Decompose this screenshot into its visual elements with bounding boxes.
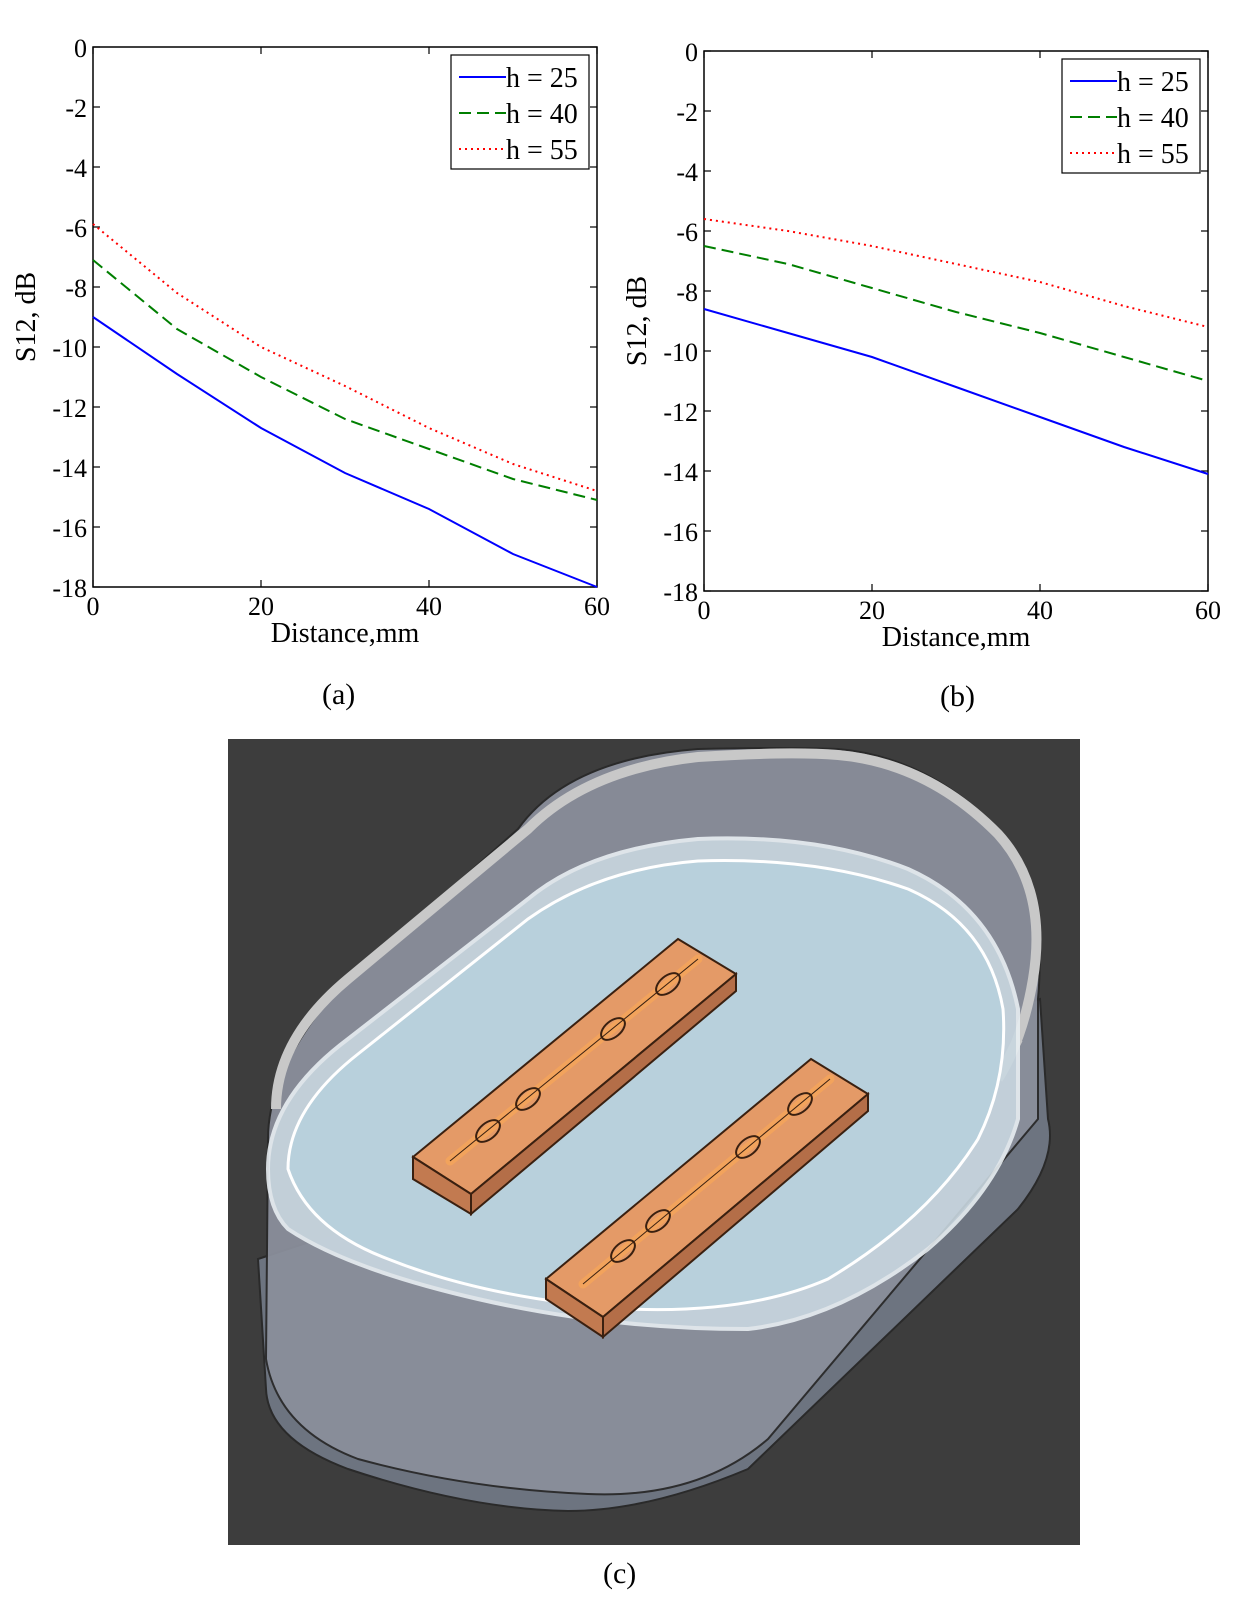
legend-box (450, 54, 590, 170)
legend-entry: h = 40 (506, 99, 578, 130)
substrate-left-front (470, 971, 737, 1217)
series-line-25 (92, 316, 598, 588)
x-tick-label: 40 (1027, 596, 1053, 625)
legend: h = 25 h = 40 h = 55 (450, 54, 590, 170)
series-line-40 (92, 259, 598, 501)
loop-right-2 (645, 1209, 671, 1233)
x-tick-label: 60 (584, 592, 610, 621)
x-tick-label: 0 (87, 592, 100, 621)
legend-entry: h = 55 (506, 135, 578, 166)
x-tick-label: 0 (698, 596, 711, 625)
y-tick-label: -2 (676, 98, 698, 127)
legend-box (1061, 58, 1201, 174)
y-tick-label: -8 (676, 278, 698, 307)
legend-entry: h = 40 (1117, 103, 1189, 134)
y-tick-label: -6 (676, 218, 698, 247)
antenna-container-rendering (228, 739, 1080, 1545)
y-tick-label: -10 (52, 334, 87, 363)
series-line-55 (92, 223, 598, 492)
x-tick-label: 20 (859, 596, 885, 625)
y-tick-label: -4 (65, 154, 87, 183)
x-axis-label: Distance,mm (271, 618, 420, 649)
y-tick-label: 0 (685, 38, 698, 67)
loop-left-2 (515, 1087, 541, 1111)
y-tick-label: -14 (52, 454, 87, 483)
x-tick-label: 60 (1195, 596, 1221, 625)
y-tick-label: -14 (663, 458, 698, 487)
y-tick-label: -2 (65, 94, 87, 123)
y-tick-label: -16 (52, 514, 87, 543)
loop-left-3 (600, 1017, 626, 1041)
x-tick-label: 40 (416, 592, 442, 621)
caption-a: (a) (322, 678, 356, 711)
y-tick-label: -4 (676, 158, 698, 187)
loop-left-1 (475, 1119, 501, 1143)
loop-right-1 (610, 1239, 636, 1263)
y-tick-label: -10 (663, 338, 698, 367)
caption-b: (b) (940, 680, 975, 713)
legend-entry: h = 25 (506, 63, 578, 94)
legend-entry: h = 55 (1117, 139, 1189, 170)
y-tick-label: -18 (52, 574, 87, 603)
meander-loops (475, 972, 813, 1263)
x-tick-label: 20 (248, 592, 274, 621)
substrate-right-front (602, 1091, 869, 1340)
y-tick-label: 0 (74, 34, 87, 63)
y-tick-label: -16 (663, 518, 698, 547)
y-tick-label: -18 (663, 578, 698, 607)
y-tick-label: -6 (65, 214, 87, 243)
x-axis-label: Distance,mm (882, 622, 1031, 653)
y-tick-label: -12 (663, 398, 698, 427)
series-line-40 (703, 245, 1209, 382)
chart-a: 0-2-4-6-8-10-12-14-16-180 20 40 60Distance,… (11, 34, 610, 649)
y-tick-label: -8 (65, 274, 87, 303)
legend-entry: h = 25 (1117, 67, 1189, 98)
series-line-25 (703, 308, 1209, 475)
plots-canvas: 0-2-4-6-8-10-12-14-16-180 20 40 60Distance,… (11, 34, 1221, 653)
chart-b: 0-2-4-6-8-10-12-14-16-180 20 40 60Distance,… (622, 38, 1221, 653)
loop-right-3 (735, 1135, 761, 1159)
legend: h = 25 h = 40 h = 55 (1061, 58, 1201, 174)
container-top-rim (271, 748, 1042, 1110)
y-tick-label: -12 (52, 394, 87, 423)
loop-left-4 (655, 972, 681, 996)
caption-c: (c) (603, 1557, 637, 1590)
series-line-55 (703, 218, 1209, 328)
y-axis-label: S12, dB (11, 272, 42, 362)
loop-right-4 (787, 1092, 813, 1116)
y-axis-label: S12, dB (622, 276, 653, 366)
